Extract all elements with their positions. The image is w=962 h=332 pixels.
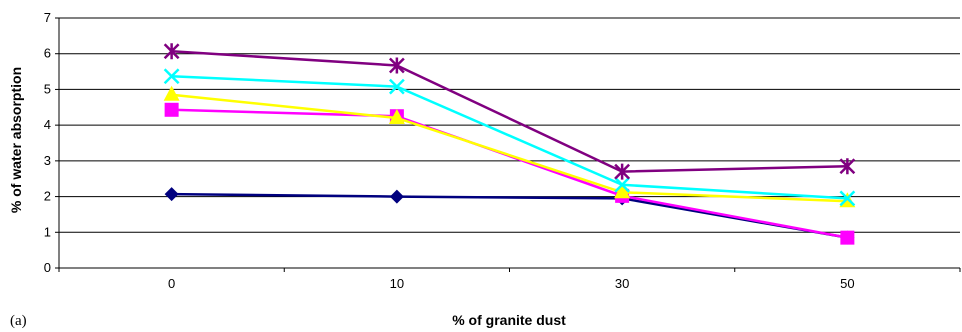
data-point [389,189,404,204]
data-point [163,68,180,85]
data-point [839,158,856,175]
series-line [171,192,848,239]
y-tick-label: 4 [44,117,51,132]
data-point [163,43,180,60]
series-triangle [163,85,856,208]
data-point [388,57,405,74]
panel-label: (a) [10,313,27,329]
x-tick-label: 30 [615,276,629,291]
data-point [840,230,855,245]
y-tick-label: 5 [44,81,51,96]
y-tick-label: 1 [44,224,51,239]
series-square [164,102,855,245]
data-point [388,78,405,95]
y-axis-title: % of water absorption [8,67,24,213]
y-tick-label: 6 [44,46,51,61]
data-point [614,183,631,199]
x-tick-label: 0 [168,276,175,291]
data-point [164,187,179,202]
series-asterisk [163,43,856,180]
series-x [163,68,856,207]
series-line [171,93,848,203]
series-line [171,49,848,173]
series-line [171,74,848,200]
series-diamond [164,187,855,245]
data-point [164,102,179,117]
y-tick-label: 3 [44,153,51,168]
x-tick-label: 50 [840,276,854,291]
data-point [614,176,631,193]
x-tick-label: 10 [390,276,404,291]
axes [55,17,961,272]
data-point [839,190,856,207]
y-tick-label: 0 [44,260,51,275]
y-tick-label: 7 [44,10,51,25]
series-line [171,108,848,239]
tick-labels: 0 1 2 3 4 5 6 7 0 10 30 50 [44,10,855,291]
data-point [163,85,180,101]
y-tick-label: 2 [44,189,51,204]
x-axis-title: % of granite dust [452,312,566,328]
series-group [163,43,856,245]
data-point [614,163,631,180]
data-point [388,109,405,124]
